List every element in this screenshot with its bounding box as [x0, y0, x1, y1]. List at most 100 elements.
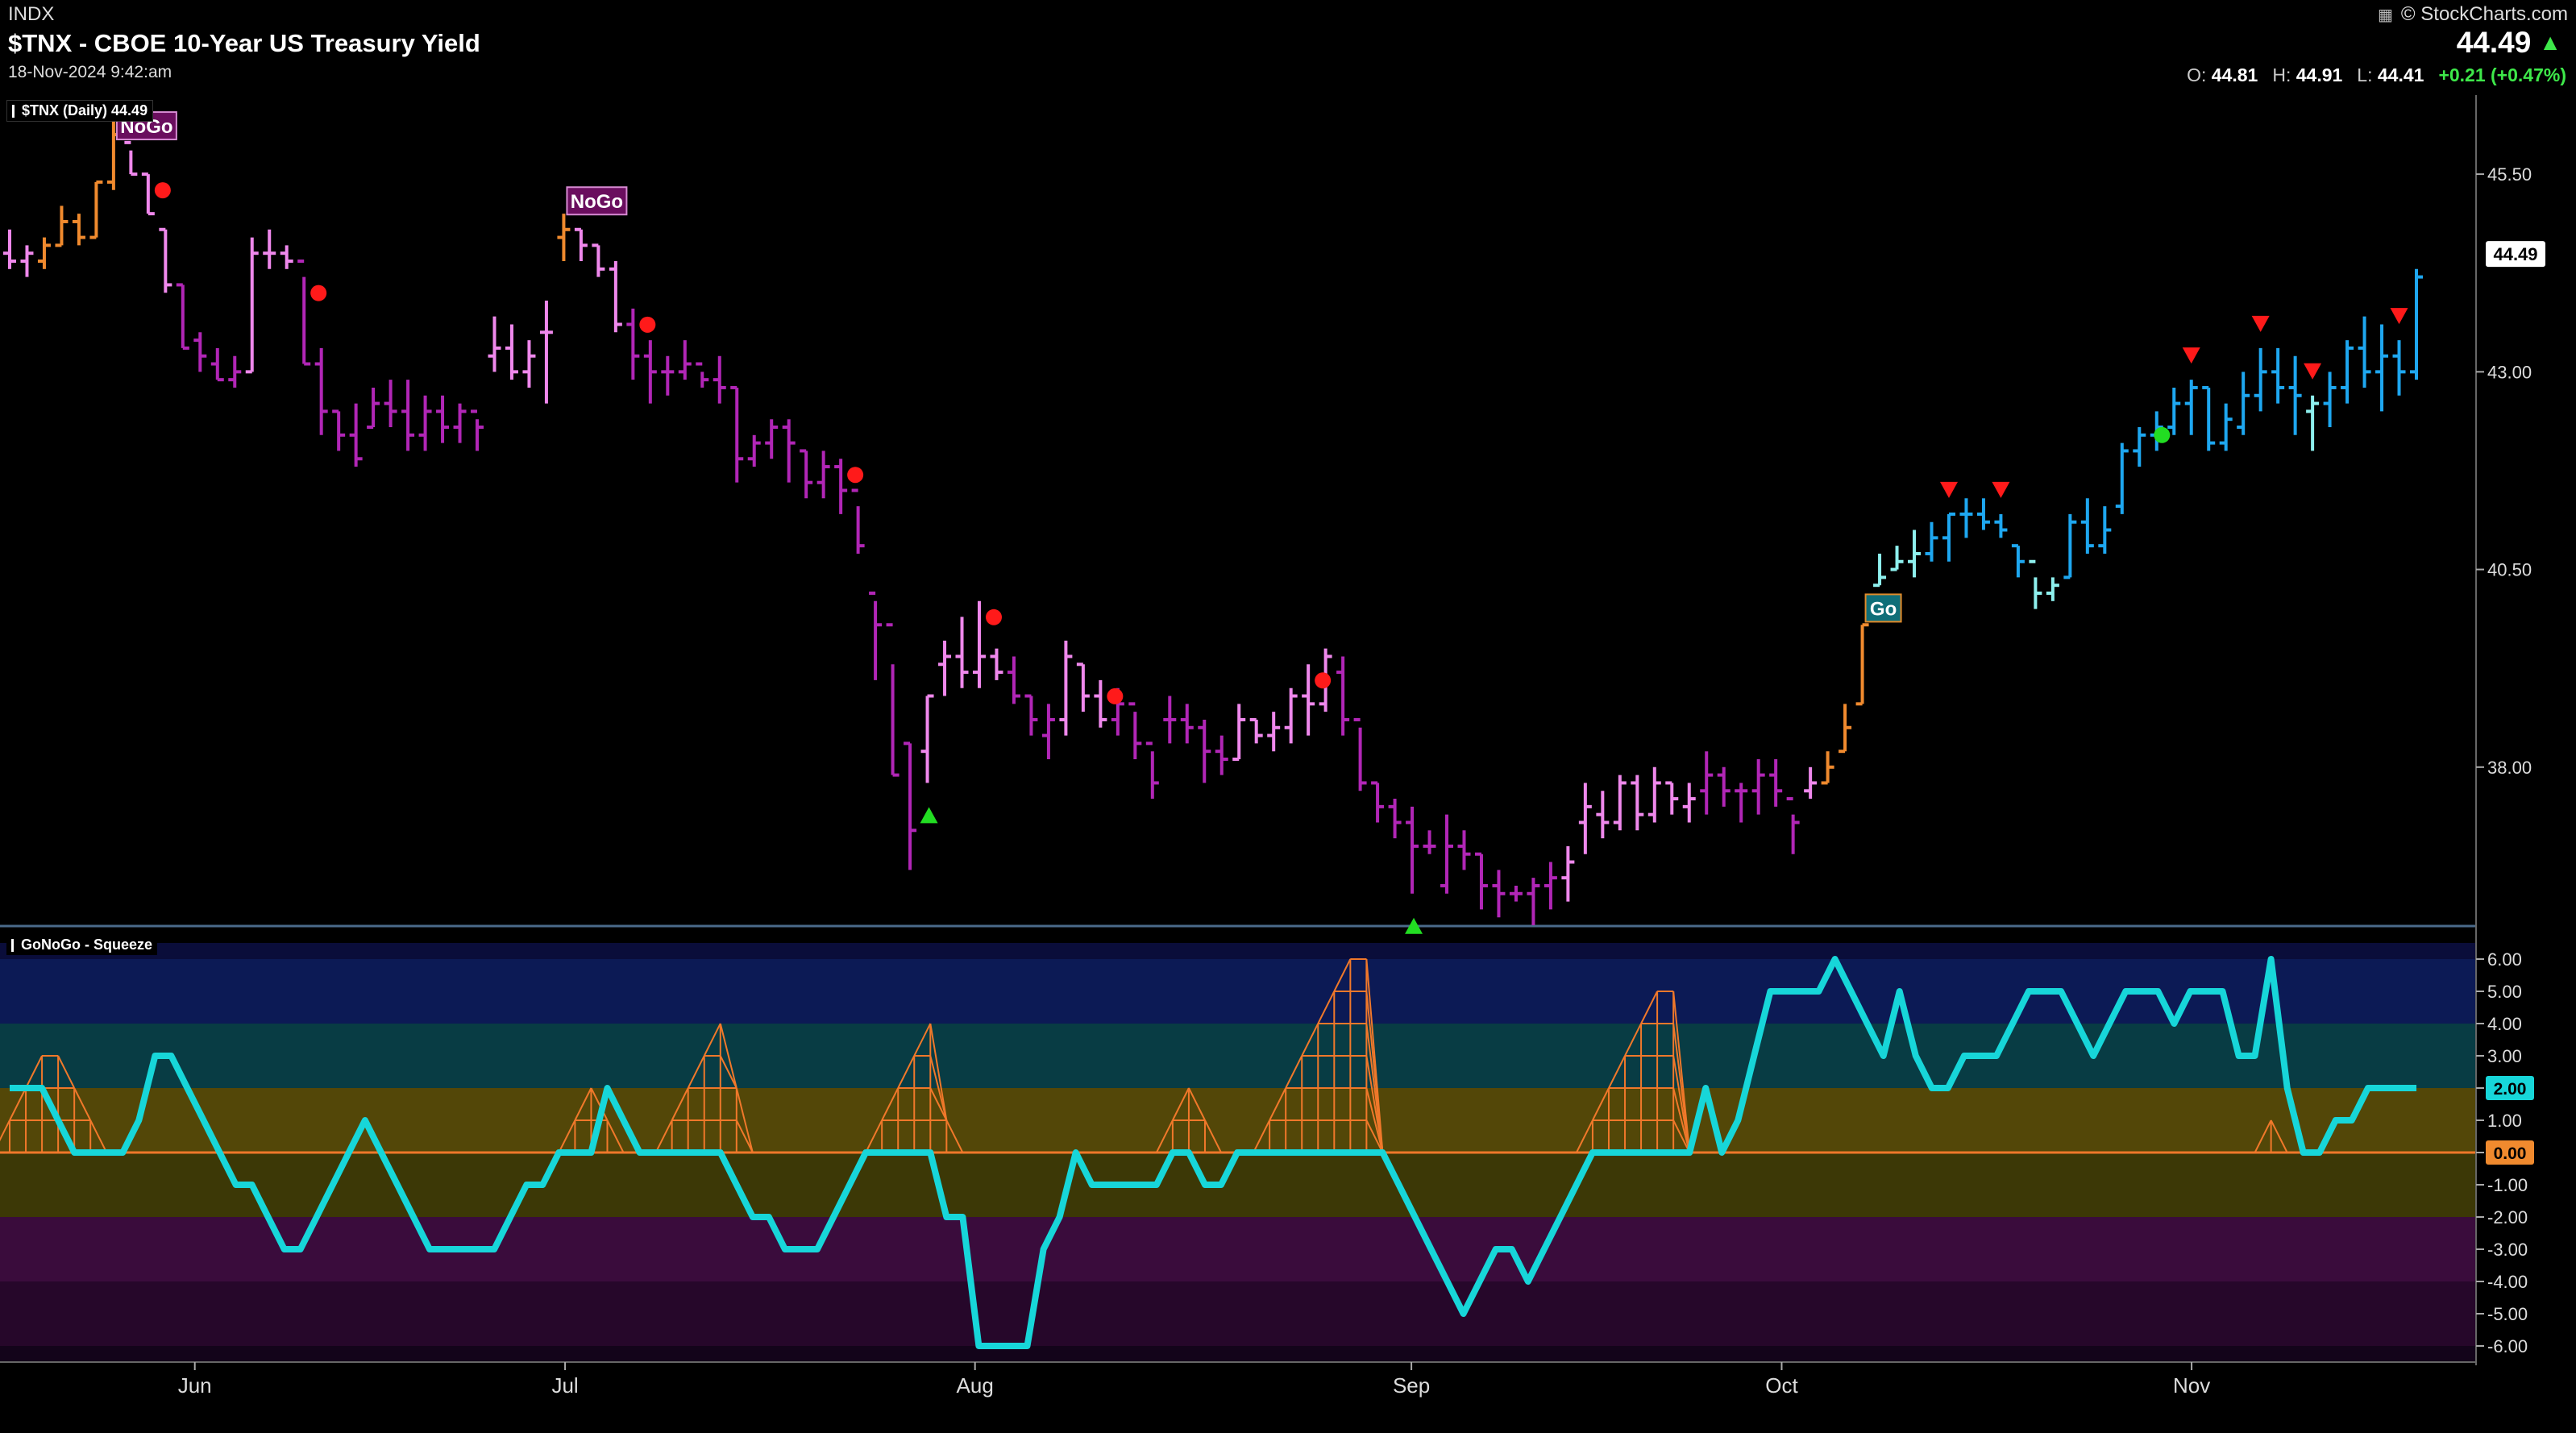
osc-last-tag-text: 2.00	[2494, 1080, 2527, 1099]
price-bar	[522, 340, 536, 388]
price-bar	[539, 301, 553, 404]
price-bar	[920, 694, 934, 783]
squeeze-step	[897, 1055, 916, 1089]
price-bar	[1024, 694, 1038, 736]
price-bar	[1942, 512, 1955, 562]
squeeze-step	[558, 1119, 576, 1153]
price-bar	[1128, 702, 1142, 759]
price-bar	[1561, 845, 1575, 902]
squeeze-step	[1592, 1087, 1610, 1121]
go-down-triangle-marker	[2182, 347, 2200, 364]
squeeze-step	[1672, 1087, 1691, 1153]
squeeze-step	[1188, 1087, 1206, 1121]
chart-date: 18-Nov-2024 9:42:am	[8, 63, 172, 81]
month-tick-label: Jul	[551, 1373, 578, 1398]
price-bar	[1839, 704, 1852, 754]
price-bar	[1527, 878, 1540, 925]
price-bar	[2288, 355, 2302, 435]
price-bar	[159, 227, 172, 293]
last-price-tag-box	[2486, 241, 2545, 268]
price-tick-label: 43.00	[2487, 362, 2532, 382]
price-bar	[1786, 797, 1800, 854]
price-bar	[574, 227, 588, 261]
price-bar	[453, 403, 467, 443]
squeeze-step	[1624, 1023, 1642, 1057]
price-bar	[1145, 741, 1159, 800]
squeeze-step	[1269, 1087, 1287, 1121]
price-bar	[2046, 577, 2059, 601]
price-bar	[1682, 783, 1696, 823]
price-bar	[488, 316, 501, 372]
nogo-dot-marker	[310, 285, 327, 301]
price-bar	[245, 237, 259, 374]
price-bar	[297, 260, 311, 366]
osc-last-tag-box	[2486, 1076, 2534, 1100]
price-bar	[2271, 347, 2285, 404]
price-bar	[505, 324, 518, 380]
grid-icon[interactable]: ▦	[2378, 6, 2393, 24]
squeeze-step	[687, 1055, 705, 1089]
nogo-dot-marker	[985, 609, 1002, 625]
month-tick-label: Oct	[1765, 1373, 1798, 1398]
price-bar	[2237, 372, 2250, 435]
price-bar	[1007, 656, 1020, 704]
squeeze-step	[735, 1087, 754, 1153]
price-bar	[1959, 498, 1973, 538]
price-bar	[834, 459, 848, 514]
oscillator-panel	[0, 956, 2476, 1349]
squeeze-column	[74, 1119, 108, 1153]
price-bar	[1769, 759, 1783, 807]
squeeze-step	[1608, 1055, 1626, 1089]
price-bar	[20, 245, 34, 277]
squeeze-step	[1172, 1087, 1190, 1121]
price-bar	[1544, 862, 1557, 910]
price-bar	[176, 283, 189, 350]
price-bar	[280, 245, 293, 269]
osc-tick-label: 6.00	[2487, 949, 2522, 970]
price-tick-label: 38.00	[2487, 758, 2532, 778]
tag-text: NoGo	[571, 191, 623, 213]
osc-zero-tag: 0.00	[2486, 1140, 2534, 1165]
osc-tick-label: -1.00	[2487, 1175, 2528, 1195]
osc-zero-tag-box	[2486, 1140, 2534, 1165]
price-bar	[124, 140, 138, 177]
price-bar	[89, 180, 103, 239]
price-bar	[678, 340, 692, 380]
price-bar	[418, 395, 432, 451]
price-bar	[2011, 544, 2025, 578]
osc-tick-label: 1.00	[2487, 1111, 2522, 1131]
price-bar	[2184, 380, 2198, 435]
squeeze-column	[1350, 958, 1384, 1153]
last-price-tag: 44.49	[2486, 241, 2545, 268]
axes: 45.50 43.00 40.50 38.00 44.49 6.00 5.00 4.00 3.0…	[0, 95, 2576, 1418]
price-bar	[1076, 663, 1090, 712]
price-bar	[1406, 806, 1419, 894]
price-bar	[1596, 791, 1610, 839]
squeeze-step	[1365, 958, 1384, 1153]
price-bar	[938, 640, 952, 696]
squeeze-step	[2270, 1119, 2288, 1153]
squeeze-step	[25, 1055, 43, 1089]
panel-swatch-icon	[11, 939, 14, 953]
panel-swatch-icon	[12, 105, 15, 118]
price-bar	[2063, 513, 2077, 579]
go-down-triangle-marker	[2251, 315, 2270, 332]
osc-tick-label: -2.00	[2487, 1207, 2528, 1227]
go-up-triangle-marker	[920, 807, 938, 824]
squeeze-step	[1640, 991, 1659, 1024]
price-bar	[2392, 340, 2406, 396]
go-down-triangle-marker	[1939, 481, 1958, 498]
price-bar	[886, 623, 900, 777]
price-bar	[1215, 735, 1228, 775]
oscillator-band	[0, 943, 2476, 959]
price-bar	[1423, 830, 1436, 854]
chart-title: $TNX - CBOE 10-Year US Treasury Yield	[8, 29, 480, 57]
squeeze-step	[89, 1119, 108, 1153]
nogo-dot-marker	[847, 467, 864, 484]
nogo-dot-marker	[1315, 672, 1332, 689]
price-bar	[193, 332, 207, 372]
price-bar	[1163, 696, 1177, 744]
price-bar	[1700, 751, 1714, 815]
price-bar	[384, 380, 397, 427]
